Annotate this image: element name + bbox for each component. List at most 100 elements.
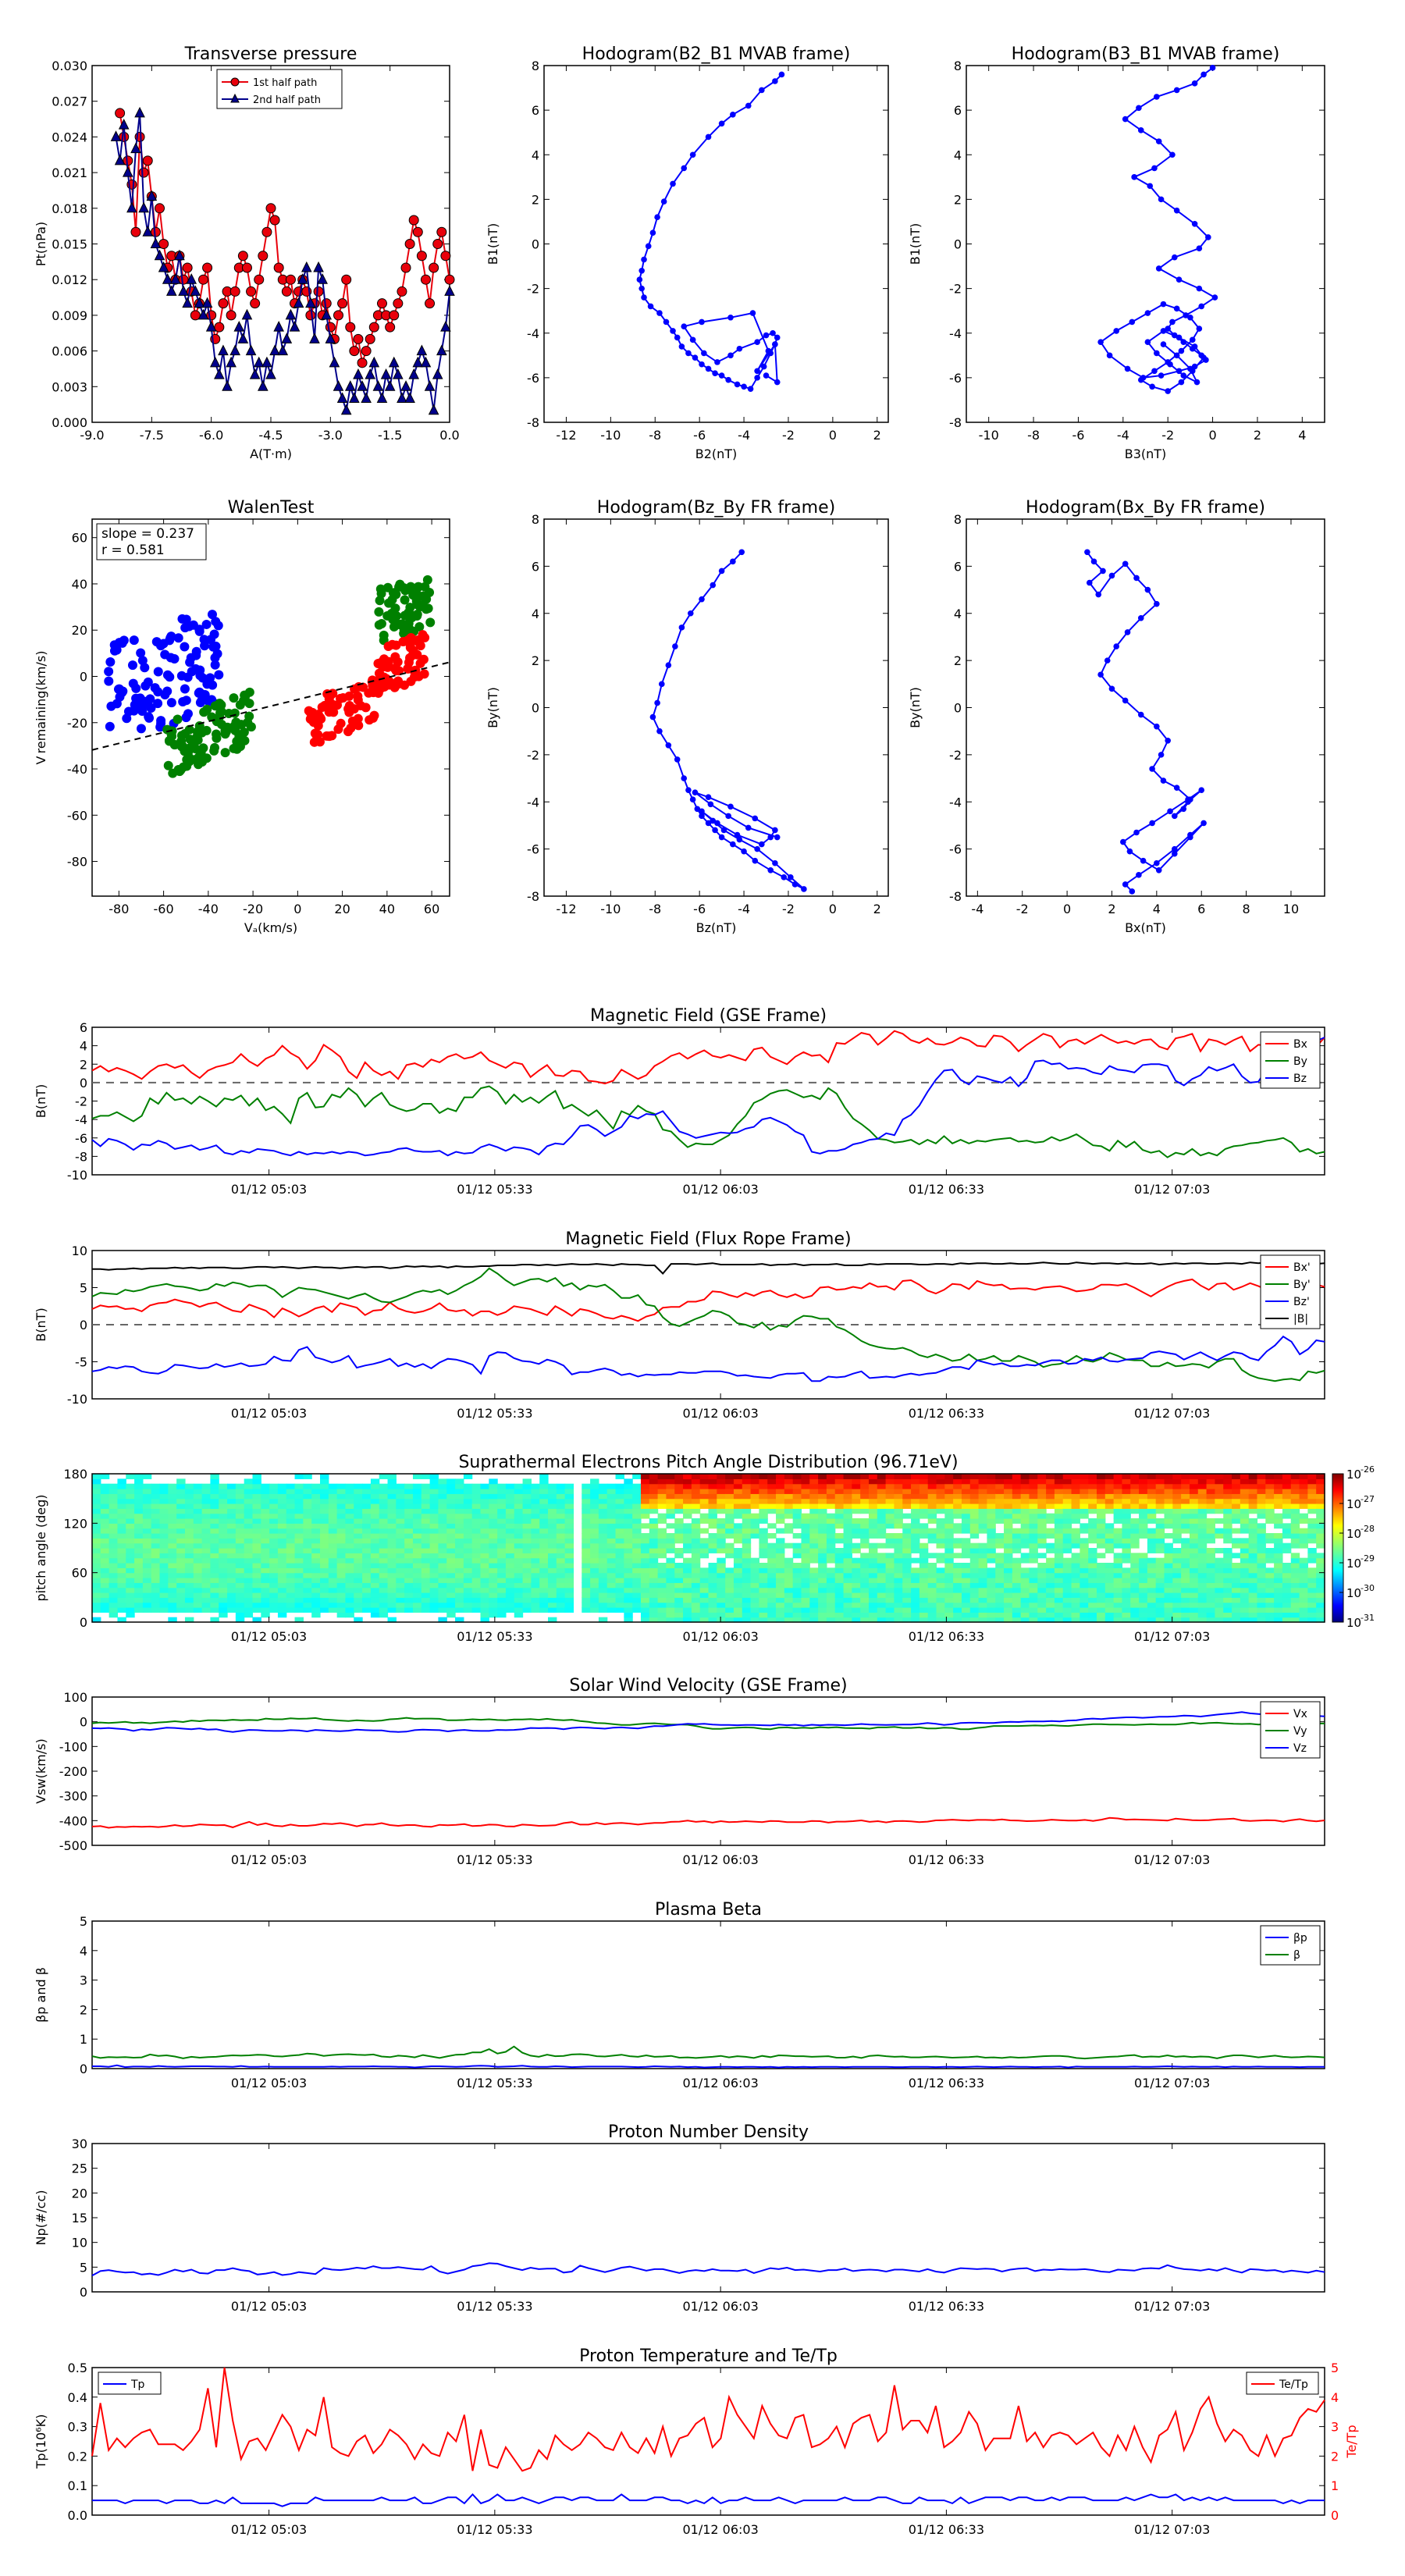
heatmap-cell (269, 1553, 279, 1559)
heatmap-cell (834, 1493, 845, 1500)
heatmap-cell (303, 1508, 312, 1514)
hodogram-point (1155, 265, 1162, 272)
walen-point (400, 595, 410, 605)
heatmap-cell (1155, 1538, 1165, 1544)
heatmap-cell (1215, 1474, 1224, 1479)
heatmap-cell (134, 1523, 144, 1529)
heatmap-cell (1206, 1587, 1216, 1593)
pressure-point (397, 286, 407, 297)
heatmap-cell (1062, 1572, 1072, 1578)
pressure-point (249, 368, 261, 379)
heatmap-cell (184, 1602, 194, 1608)
heatmap-cell (801, 1572, 810, 1578)
heatmap-cell (649, 1602, 659, 1608)
walen-point (336, 718, 346, 728)
heatmap-cell (1172, 1498, 1182, 1504)
heatmap-cell (902, 1563, 912, 1568)
heatmap-cell (1037, 1478, 1047, 1485)
walen-point (209, 742, 219, 753)
heatmap-cell (708, 1538, 717, 1544)
heatmap-cell (489, 1582, 498, 1589)
heatmap-cell (387, 1542, 397, 1549)
heatmap-cell (1122, 1597, 1131, 1603)
heatmap-cell (210, 1602, 219, 1608)
heatmap-cell (969, 1557, 980, 1564)
heatmap-cell (1189, 1602, 1199, 1608)
heatmap-cell (539, 1548, 549, 1553)
heatmap-cell (953, 1523, 962, 1529)
heatmap-cell (995, 1597, 1005, 1603)
heatmap-cell (843, 1523, 852, 1529)
heatmap-cell (657, 1474, 667, 1479)
heatmap-cell (286, 1557, 296, 1564)
hodogram-point (788, 874, 794, 881)
y-axis-label: Pt(nPa) (34, 222, 48, 266)
heatmap-cell (1088, 1553, 1097, 1559)
heatmap-cell (277, 1533, 287, 1539)
heatmap-cell (1130, 1523, 1140, 1529)
heatmap-cell (446, 1587, 456, 1593)
heatmap-cell (1071, 1489, 1080, 1494)
heatmap-cell (100, 1582, 110, 1589)
hodogram-point (670, 180, 676, 187)
heatmap-cell (708, 1474, 717, 1479)
heatmap-cell (219, 1513, 228, 1519)
heatmap-cell (193, 1483, 203, 1489)
heatmap-cell (1240, 1542, 1250, 1549)
heatmap-cell (455, 1508, 464, 1514)
heatmap-cell (294, 1567, 304, 1574)
heatmap-cell (1147, 1513, 1157, 1519)
heatmap-cell (826, 1607, 836, 1613)
heatmap-cell (286, 1493, 296, 1500)
heatmap-cell (826, 1617, 836, 1623)
heatmap-cell (1012, 1493, 1022, 1500)
heatmap-cell (1122, 1523, 1131, 1529)
heatmap-cell (471, 1553, 482, 1559)
heatmap-cell (134, 1542, 144, 1549)
heatmap-cell (818, 1538, 827, 1544)
heatmap-cell (370, 1548, 380, 1553)
heatmap-cell (134, 1602, 144, 1608)
heatmap-cell (1122, 1612, 1131, 1618)
heatmap-cell (269, 1533, 279, 1539)
x-tick-label: -20 (243, 902, 263, 916)
heatmap-cell (1004, 1578, 1013, 1583)
heatmap-cell (1122, 1478, 1131, 1485)
heatmap-cell (438, 1592, 447, 1598)
heatmap-cell (1130, 1602, 1140, 1608)
heatmap-cell (750, 1483, 759, 1489)
heatmap-cell (1096, 1489, 1106, 1494)
heatmap-cell (759, 1498, 768, 1504)
hodogram-point (772, 78, 778, 84)
y-tick-label: -4 (949, 795, 962, 809)
heatmap-cell (792, 1513, 802, 1519)
y-tick-label: 6 (954, 559, 962, 574)
heatmap-cell (404, 1607, 414, 1613)
heatmap-cell (219, 1503, 228, 1509)
heatmap-cell (142, 1518, 152, 1524)
heatmap-cell (463, 1563, 473, 1568)
heatmap-cell (902, 1572, 912, 1578)
heatmap-cell (362, 1542, 372, 1549)
heatmap-cell (987, 1553, 996, 1559)
heatmap-cell (978, 1489, 987, 1494)
heatmap-cell (522, 1523, 532, 1529)
heatmap-cell (742, 1503, 752, 1509)
heatmap-cell (944, 1493, 954, 1500)
heatmap-cell (168, 1617, 177, 1623)
heatmap-cell (590, 1542, 599, 1549)
heatmap-cell (801, 1587, 810, 1593)
heatmap-cell (683, 1489, 692, 1494)
heatmap-cell (615, 1553, 624, 1559)
heatmap-cell (320, 1563, 329, 1568)
heatmap-cell (438, 1503, 447, 1509)
hodogram-point (649, 229, 656, 237)
heatmap-cell (227, 1523, 237, 1529)
walen-point (153, 667, 163, 677)
heatmap-cell (649, 1572, 659, 1578)
heatmap-cell (1037, 1582, 1047, 1589)
heatmap-cell (1181, 1582, 1190, 1589)
heatmap-cell (328, 1563, 338, 1568)
heatmap-cell (201, 1493, 212, 1500)
x-tick-label: 0 (293, 902, 301, 916)
